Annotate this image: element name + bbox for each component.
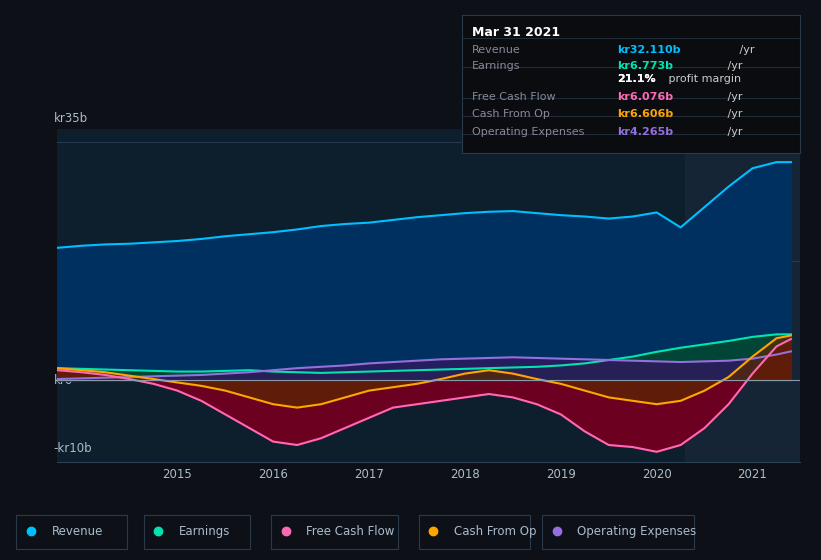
Text: Mar 31 2021: Mar 31 2021 — [472, 26, 560, 39]
Text: 21.1%: 21.1% — [617, 74, 656, 85]
Text: /yr: /yr — [723, 60, 742, 71]
Text: Operating Expenses: Operating Expenses — [472, 127, 585, 137]
Text: Cash From Op: Cash From Op — [472, 109, 550, 119]
Text: kr6.773b: kr6.773b — [617, 60, 673, 71]
Text: /yr: /yr — [723, 109, 742, 119]
Text: profit margin: profit margin — [665, 74, 741, 85]
Text: Operating Expenses: Operating Expenses — [577, 525, 696, 538]
Text: kr0: kr0 — [53, 374, 73, 387]
Text: /yr: /yr — [723, 92, 742, 102]
Text: 21.1%: 21.1% — [617, 74, 656, 85]
Text: -kr10b: -kr10b — [53, 442, 93, 455]
Text: Earnings: Earnings — [472, 60, 521, 71]
Text: Revenue: Revenue — [52, 525, 103, 538]
Text: Free Cash Flow: Free Cash Flow — [472, 92, 556, 102]
Text: kr6.076b: kr6.076b — [617, 92, 673, 102]
Text: Revenue: Revenue — [472, 45, 521, 55]
Text: kr4.265b: kr4.265b — [617, 127, 673, 137]
Text: kr32.110b: kr32.110b — [617, 45, 681, 55]
Text: /yr: /yr — [723, 127, 742, 137]
Text: /yr: /yr — [736, 45, 755, 55]
Text: kr6.606b: kr6.606b — [617, 109, 674, 119]
Text: Free Cash Flow: Free Cash Flow — [306, 525, 395, 538]
Bar — [686, 129, 800, 462]
Text: kr35b: kr35b — [53, 113, 88, 125]
Text: Cash From Op: Cash From Op — [454, 525, 536, 538]
Text: Earnings: Earnings — [179, 525, 231, 538]
